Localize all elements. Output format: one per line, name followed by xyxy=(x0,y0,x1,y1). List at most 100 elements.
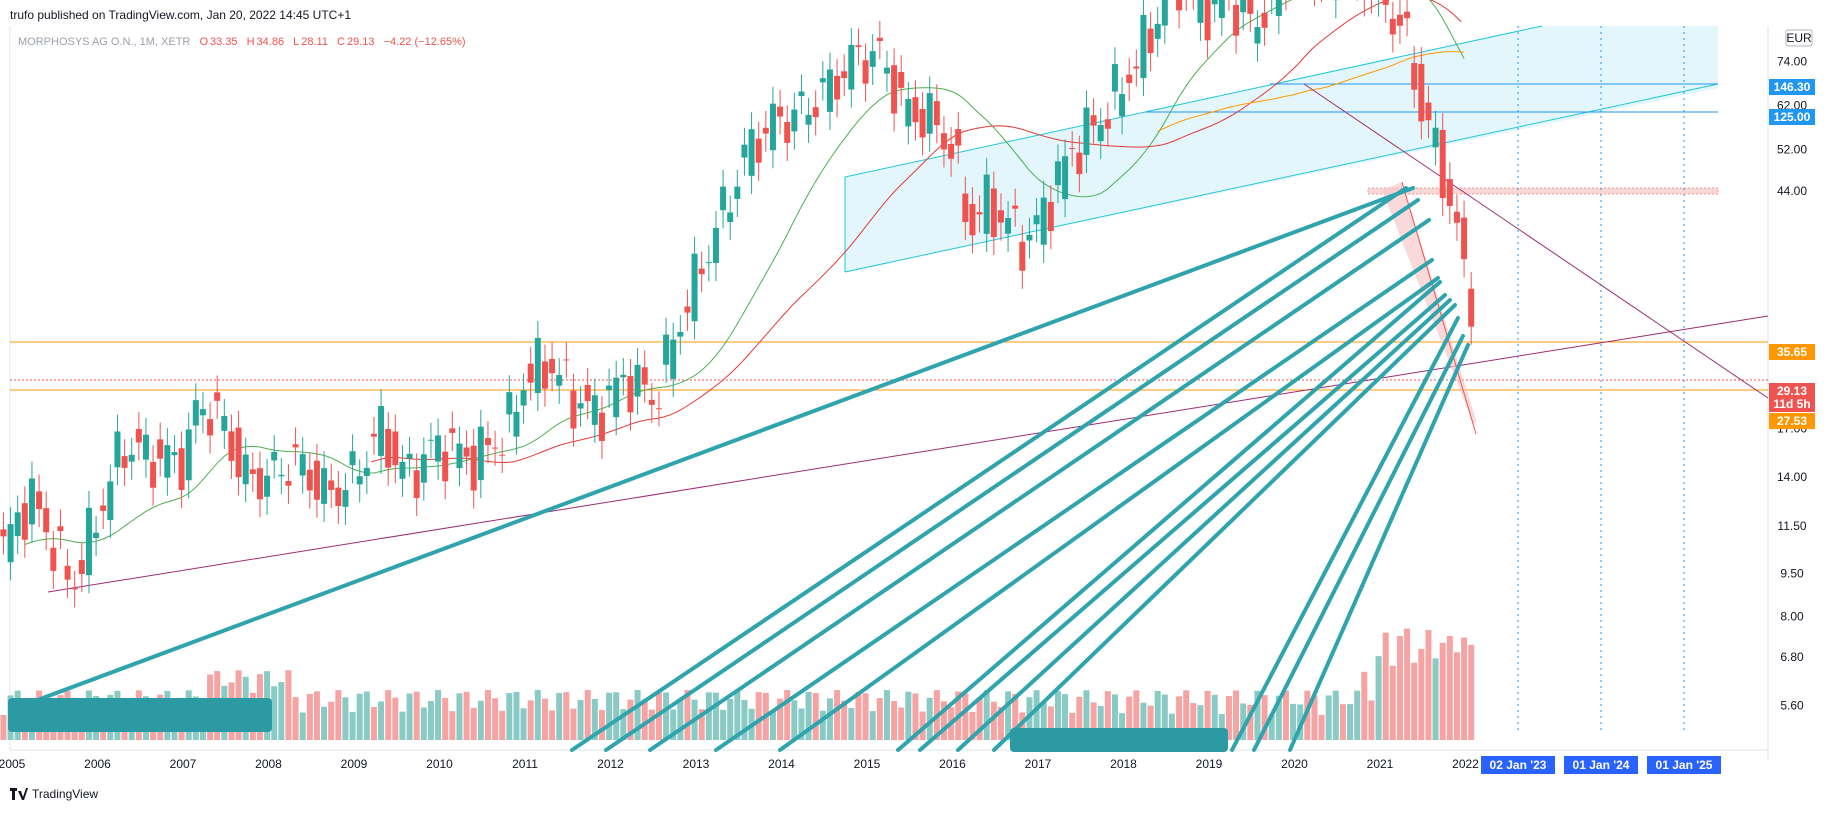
candle-body xyxy=(869,51,876,67)
price-tick-label: 5.60 xyxy=(1780,698,1804,712)
annotation-ray xyxy=(896,280,1442,752)
volume-bar xyxy=(898,707,905,740)
volume-bar xyxy=(413,691,420,740)
volume-bar xyxy=(506,693,513,740)
time-tick-label: 2015 xyxy=(854,757,881,771)
candle-body xyxy=(1446,179,1453,206)
candle-body xyxy=(1111,64,1118,92)
volume-bar xyxy=(670,709,677,740)
volume-bar xyxy=(477,700,484,740)
volume-bar xyxy=(271,686,278,740)
candle-body xyxy=(442,451,449,482)
volume-bar xyxy=(1019,712,1026,740)
volume-bar xyxy=(1012,693,1019,740)
candle-body xyxy=(997,210,1004,223)
candle-body xyxy=(499,454,506,456)
candle-body xyxy=(1240,0,1247,13)
volume-bar xyxy=(1069,712,1076,740)
candle-body xyxy=(363,467,370,476)
moving-average-green xyxy=(24,0,1465,545)
date-tag-label: 01 Jan '24 xyxy=(1573,758,1630,772)
volume-bar xyxy=(442,697,449,740)
volume-bar xyxy=(1432,658,1439,740)
candle-body xyxy=(249,469,256,474)
volume-bar xyxy=(292,697,299,740)
candle-body xyxy=(150,462,157,488)
volume-bar xyxy=(321,706,328,740)
candle-body xyxy=(962,193,969,223)
candle-body xyxy=(734,186,741,199)
volume-bar xyxy=(1354,690,1361,740)
annotation-ray xyxy=(1230,316,1460,752)
candle-body xyxy=(1468,288,1475,327)
volume-bar xyxy=(641,699,648,740)
candle-body xyxy=(777,106,784,117)
time-tick-label: 2014 xyxy=(768,757,795,771)
volume-bar xyxy=(306,693,313,740)
price-tick-label: 8.00 xyxy=(1780,609,1804,623)
volume-bar xyxy=(356,693,363,740)
candle-body xyxy=(705,262,712,264)
volume-bar xyxy=(1446,635,1453,740)
candle-body xyxy=(762,127,769,134)
price-tag xyxy=(1769,396,1815,412)
volume-bar xyxy=(919,711,926,740)
candle-body xyxy=(1439,129,1446,198)
candle-body xyxy=(1033,215,1040,225)
volume-bar xyxy=(905,691,912,740)
candle-body xyxy=(1247,0,1254,14)
time-tick-label: 2012 xyxy=(597,757,624,771)
candle-body xyxy=(1204,0,1211,41)
candle-body xyxy=(271,451,278,461)
candle-body xyxy=(506,392,513,415)
candle-body xyxy=(940,133,947,150)
volume-bar xyxy=(1168,713,1175,740)
high-label: H xyxy=(246,36,255,48)
annotation-callout-left xyxy=(8,698,272,732)
volume-bar xyxy=(926,697,933,740)
volume-bar xyxy=(684,690,691,740)
volume-bar xyxy=(1083,690,1090,740)
price-tag-label: 11d 5h xyxy=(1773,397,1810,411)
candle-body xyxy=(748,129,755,176)
candle-body xyxy=(142,434,149,460)
time-tick-label: 2008 xyxy=(255,757,282,771)
candle-body xyxy=(199,409,206,416)
candle-body xyxy=(1012,205,1019,209)
price-tick-label: 14.00 xyxy=(1777,470,1807,484)
volume-bar xyxy=(1218,714,1225,740)
candle-body xyxy=(135,429,142,443)
volume-bar xyxy=(976,697,983,740)
volume-bar xyxy=(1233,690,1240,740)
candle-body xyxy=(1083,107,1090,155)
falling-channel-fill xyxy=(1382,182,1476,426)
volume-bar xyxy=(470,707,477,740)
candle-body xyxy=(862,60,869,84)
time-tick-label: 2020 xyxy=(1281,757,1308,771)
candle-body xyxy=(1411,63,1418,90)
volume-bar xyxy=(541,698,548,740)
volume-bar xyxy=(1339,704,1346,740)
candle-body xyxy=(983,174,990,234)
change-value: −4.22 (−12.65%) xyxy=(383,36,466,48)
candle-body xyxy=(128,454,135,462)
candle-body xyxy=(912,97,919,123)
candle-body xyxy=(406,453,413,459)
time-tick-label: 2009 xyxy=(341,757,368,771)
candle-body xyxy=(292,444,299,448)
candle-body xyxy=(349,451,356,466)
candle-body xyxy=(192,400,199,426)
candle-body xyxy=(812,107,819,118)
candle-body xyxy=(85,507,92,576)
candle-body xyxy=(919,109,926,138)
candle-body xyxy=(420,454,427,483)
candle-body xyxy=(356,476,363,485)
long-term-trendline xyxy=(47,315,1769,593)
candle-body xyxy=(463,447,470,457)
volume-bar xyxy=(1197,705,1204,740)
volume-bar xyxy=(556,692,563,740)
volume-bar xyxy=(1425,630,1432,740)
volume-bar xyxy=(1126,696,1133,740)
candle-body xyxy=(0,529,7,537)
